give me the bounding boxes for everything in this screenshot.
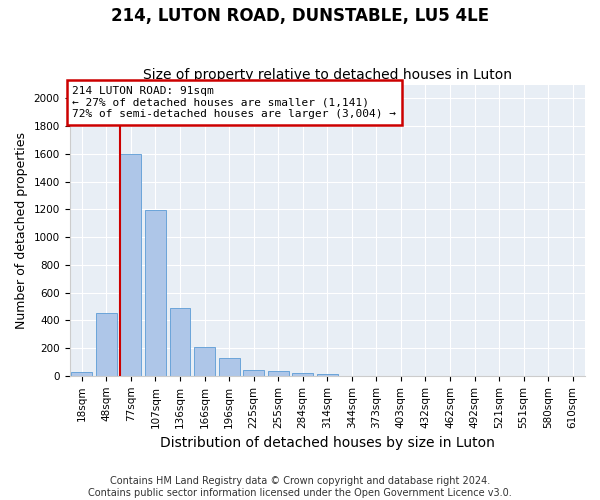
Bar	[317, 374, 338, 376]
Bar	[170, 308, 190, 376]
Bar	[96, 312, 117, 376]
Text: 214 LUTON ROAD: 91sqm
← 27% of detached houses are smaller (1,141)
72% of semi-d: 214 LUTON ROAD: 91sqm ← 27% of detached …	[72, 86, 396, 119]
Title: Size of property relative to detached houses in Luton: Size of property relative to detached ho…	[143, 68, 512, 82]
Bar	[194, 348, 215, 376]
Y-axis label: Number of detached properties: Number of detached properties	[15, 132, 28, 328]
X-axis label: Distribution of detached houses by size in Luton: Distribution of detached houses by size …	[160, 436, 495, 450]
Bar	[121, 154, 142, 376]
Text: 214, LUTON ROAD, DUNSTABLE, LU5 4LE: 214, LUTON ROAD, DUNSTABLE, LU5 4LE	[111, 8, 489, 26]
Bar	[145, 210, 166, 376]
Bar	[243, 370, 264, 376]
Bar	[292, 373, 313, 376]
Text: Contains HM Land Registry data © Crown copyright and database right 2024.
Contai: Contains HM Land Registry data © Crown c…	[88, 476, 512, 498]
Bar	[218, 358, 239, 376]
Bar	[268, 371, 289, 376]
Bar	[71, 372, 92, 376]
